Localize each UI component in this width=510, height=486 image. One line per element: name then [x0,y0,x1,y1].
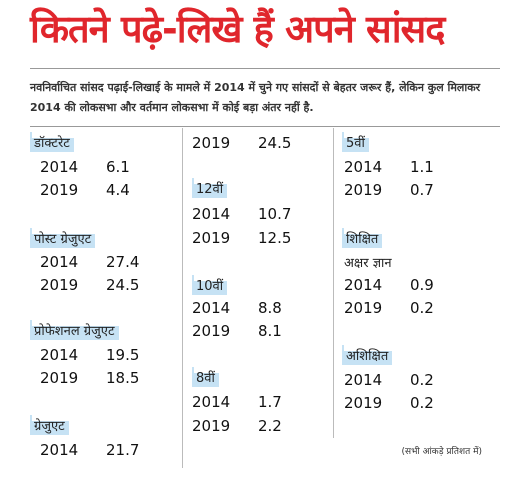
percent: 4.4 [106,181,130,199]
group-label: पोस्ट ग्रेजुएट [30,228,96,248]
year: 2019 [192,229,231,247]
percent: 2.2 [258,417,282,435]
year: 2014 [344,371,383,389]
percent: 0.9 [410,276,434,294]
percent: 24.5 [106,276,140,294]
subtitle: नवनिर्वाचित सांसद पढ़ाई-लिखाई के मामले म… [30,81,481,114]
percent: 19.5 [106,346,140,364]
year: 2014 [192,393,231,411]
year: 2014 [344,276,383,294]
title: कितने पढ़े-लिखे हैं अपने सांसद [30,7,445,51]
percent: 0.2 [410,371,434,389]
percent: 0.2 [410,299,434,317]
year: 2014 [192,299,231,317]
percent: 10.7 [258,205,292,223]
group-label: 10वीं [192,275,228,295]
rule [30,68,500,69]
rule [30,126,500,127]
percent: 24.5 [258,134,292,152]
group-label: अशिक्षित [342,345,393,365]
group-label: 8वीं [192,367,219,387]
year: 2019 [344,299,383,317]
percent: 12.5 [258,229,292,247]
percent: 6.1 [106,158,130,176]
year: 2019 [40,181,79,199]
year: 2019 [192,417,231,435]
year: 2014 [344,158,383,176]
year: 2014 [40,441,79,459]
year: 2019 [40,276,79,294]
percent: 0.2 [410,394,434,412]
percent: 0.7 [410,181,434,199]
group-label: 12वीं [192,178,228,198]
year: 2014 [40,158,79,176]
footnote: (सभी आंकड़े प्रतिशत में) [401,447,483,457]
percent: 18.5 [106,369,140,387]
group-label: शिक्षित [342,228,383,248]
percent: 1.7 [258,393,282,411]
year: 2019 [40,369,79,387]
percent: 27.4 [106,253,140,271]
column-divider [333,128,334,438]
year: 2014 [40,253,79,271]
group-label: 5वीं [342,132,369,152]
group-label: डॉक्टरेट [30,132,74,152]
group-label: प्रोफेशनल ग्रेजुएट [30,320,119,340]
percent: 8.1 [258,322,282,340]
year: 2019 [192,322,231,340]
year: 2019 [192,134,231,152]
group-sublabel: अक्षर ज्ञान [344,256,392,271]
year: 2014 [40,346,79,364]
year: 2019 [344,181,383,199]
column-divider [182,128,183,468]
percent: 21.7 [106,441,140,459]
year: 2019 [344,394,383,412]
group-label: ग्रेजुएट [30,415,69,435]
year: 2014 [192,205,231,223]
percent: 1.1 [410,158,434,176]
percent: 8.8 [258,299,282,317]
